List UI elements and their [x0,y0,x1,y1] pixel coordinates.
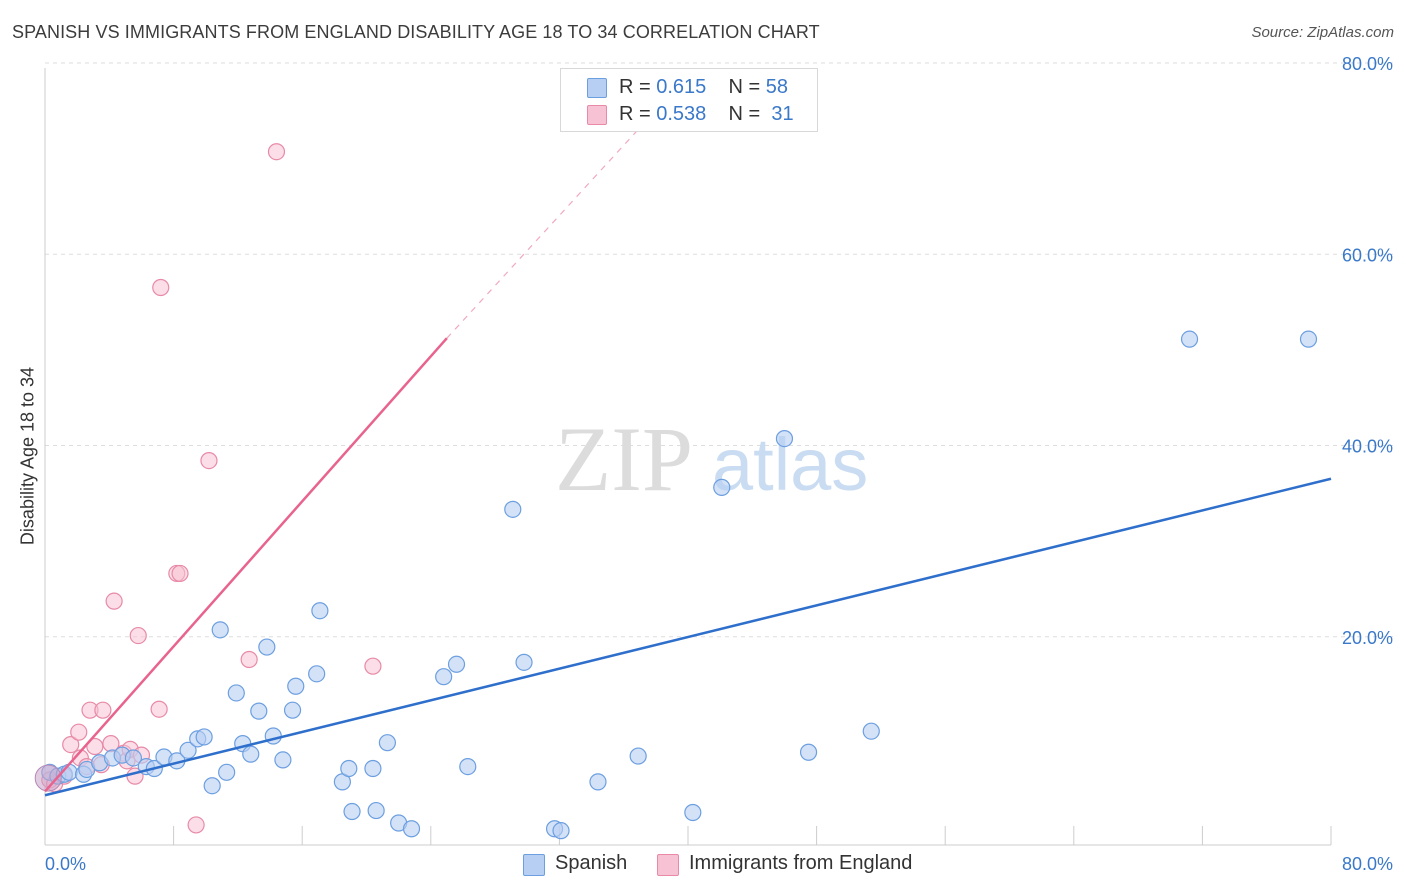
y-tick-label: 40.0% [1342,437,1393,457]
n-value-spanish: 58 [765,76,789,98]
spanish-point [311,602,329,620]
spanish-point [459,757,477,776]
stats-legend: R = 0.615 N = 58 R = 0.538 N = 31 [560,68,818,132]
chart-title: SPANISH VS IMMIGRANTS FROM ENGLAND DISAB… [12,22,820,42]
spanish-point [447,655,466,673]
england-point [171,564,189,583]
england-point [94,701,112,719]
spanish-point [504,500,522,518]
tick-labels: 0.0% 80.0% 20.0% 40.0% 60.0% 80.0% [45,54,1393,874]
spanish-point [552,822,570,840]
spanish-point [799,743,818,761]
spanish-point [274,751,292,769]
spanish-point [378,734,396,752]
england-point [240,650,258,669]
england-trend-line [44,337,448,793]
spanish-point [258,638,276,656]
spanish-point [218,763,236,781]
spanish-point [308,665,326,683]
r-value-spanish: 0.615 [656,76,707,98]
spanish-swatch [587,78,607,98]
spanish-point [435,668,453,686]
spanish-point [1299,330,1318,348]
watermark-zip: ZIP [555,408,693,510]
spanish-point [242,745,260,763]
spanish-point [402,820,421,838]
england-point [150,700,168,718]
spanish-point [340,759,358,778]
spanish-point [367,801,385,820]
spanish-point [203,777,221,795]
spanish-point [124,749,143,767]
spanish-point [227,684,245,702]
grid-lines [45,62,1393,638]
spanish-point [287,677,305,695]
england-legend-label: Immigrants from England [689,852,913,874]
spanish-legend-label: Spanish [555,852,628,874]
trend-lines [44,127,1332,797]
england-point [129,626,147,645]
england-point [267,143,286,161]
n-label: N = [728,76,766,98]
spanish-point [343,802,361,821]
spanish-point [862,722,880,740]
england-point [152,278,170,297]
spanish-point [195,728,213,746]
spanish-point [515,653,533,671]
watermark: ZIP atlas [555,408,868,510]
england-points [41,143,382,834]
spanish-point [211,621,229,639]
axes [44,68,1332,846]
n-value-england: 31 [771,103,794,125]
source-credit: Source: ZipAtlas.com [1251,24,1394,41]
r-label: R = [619,103,657,125]
england-point [187,816,205,834]
spanish-point [283,701,302,719]
england-point [200,451,218,470]
england-point [364,657,382,675]
y-tick-label: 80.0% [1342,54,1393,74]
england-point [70,723,88,741]
england-trend-extension [446,127,641,339]
spanish-point [713,478,731,496]
n-label: N = [728,103,766,125]
spanish-point [364,759,382,778]
england-legend-swatch [657,854,679,876]
spanish-point [589,773,607,791]
spanish-point [629,747,647,765]
r-label: R = [619,76,657,98]
y-tick-label: 20.0% [1342,628,1393,648]
x-tick-label: 80.0% [1342,854,1393,874]
england-swatch [587,105,607,125]
england-point [105,592,123,610]
spanish-legend-swatch [523,854,545,876]
spanish-point [250,702,268,720]
spanish-point [1180,330,1199,348]
spanish-point [775,429,794,448]
spanish-trend-line [44,477,1332,797]
x-tick-label: 0.0% [45,854,86,874]
r-value-england: 0.538 [656,103,707,125]
cluster-point [34,764,62,792]
spanish-point [179,741,197,759]
spanish-point [684,803,702,822]
england-point [62,735,80,754]
y-tick-label: 60.0% [1342,245,1393,265]
